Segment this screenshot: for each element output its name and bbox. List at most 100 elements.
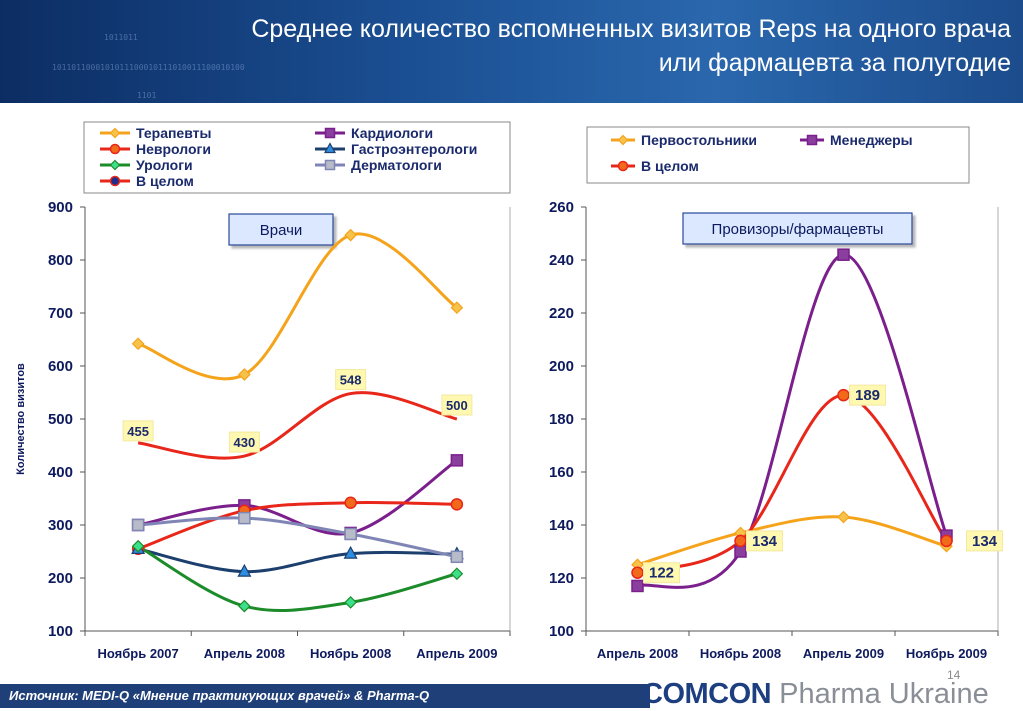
data-point xyxy=(940,534,953,548)
data-label-box xyxy=(746,530,783,552)
y-tick-label: 100 xyxy=(48,623,73,640)
series-line xyxy=(138,516,458,559)
data-point xyxy=(131,539,145,553)
legend-box xyxy=(83,121,511,194)
header-binary-decoration: 1101 xyxy=(137,91,157,100)
y-tick-label: 120 xyxy=(549,570,574,587)
data-label-box xyxy=(849,384,886,406)
panel-label: Врачи xyxy=(260,222,303,239)
legend-label: Дерматологи xyxy=(351,157,442,173)
series-line xyxy=(137,232,458,381)
slide-header: 1011011 10110110001010111000101110100111… xyxy=(0,0,1023,103)
data-label-box xyxy=(966,530,1003,552)
legend-marker xyxy=(109,127,121,139)
series-line xyxy=(137,547,457,574)
slide-title-line-2: или фармацевта за полугодие xyxy=(658,49,1011,77)
series-line-overall xyxy=(137,391,458,460)
logo-pharma-text: Pharma Ukraine xyxy=(779,678,989,710)
data-label: 548 xyxy=(340,373,362,388)
slide-title: Среднее количество вспомненных визитов R… xyxy=(191,12,1011,80)
y-tick-label: 240 xyxy=(549,252,574,269)
data-label: 455 xyxy=(127,424,149,439)
legend-label: Урологи xyxy=(136,157,193,173)
data-point xyxy=(238,511,251,525)
y-tick-label: 140 xyxy=(549,517,574,534)
data-point xyxy=(344,496,357,509)
data-point xyxy=(238,599,251,613)
data-label-box xyxy=(643,562,680,584)
legend-marker xyxy=(806,134,818,146)
legend-label: В целом xyxy=(136,173,194,189)
data-point xyxy=(450,454,464,467)
data-point xyxy=(344,527,357,541)
legend-label: Гастроэнтерологи xyxy=(351,141,477,157)
data-point xyxy=(131,518,145,532)
data-point xyxy=(734,534,747,548)
x-tick-label: Апрель 2008 xyxy=(597,646,678,661)
data-point xyxy=(734,545,747,558)
legend-marker xyxy=(324,159,336,171)
logo-comcon-text: COMCON xyxy=(642,678,772,710)
data-point xyxy=(238,368,251,381)
y-tick-label: 700 xyxy=(48,305,73,322)
data-point xyxy=(837,388,850,402)
data-point xyxy=(237,563,252,577)
y-axis-label: Количество визитов xyxy=(15,363,27,475)
x-tick-label: Апрель 2009 xyxy=(416,646,497,661)
panel-label-box xyxy=(228,213,334,246)
source-note: Источник: MEDI-Q «Мнение практикующих вр… xyxy=(9,688,430,703)
legend-label: Первостольники xyxy=(641,132,757,148)
legend-label: Терапевты xyxy=(136,125,211,141)
x-tick-label: Ноябрь 2007 xyxy=(98,646,179,661)
data-point xyxy=(837,248,850,261)
data-point xyxy=(131,337,145,351)
legend-marker xyxy=(109,175,121,187)
slide-title-line-1: Среднее количество вспомненных визитов R… xyxy=(251,15,1011,43)
x-tick-label: Апрель 2008 xyxy=(204,646,285,661)
legend-label: В целом xyxy=(641,158,699,174)
y-tick-label: 220 xyxy=(549,305,574,322)
y-tick-label: 160 xyxy=(549,464,574,481)
data-label: 430 xyxy=(234,435,256,450)
data-label-box xyxy=(228,431,260,453)
slide-footer: Источник: MEDI-Q «Мнение практикующих вр… xyxy=(0,684,650,708)
y-tick-label: 600 xyxy=(48,358,73,375)
y-tick-label: 200 xyxy=(48,570,73,587)
x-tick-label: Ноябрь 2008 xyxy=(310,646,391,661)
legend-marker xyxy=(323,142,337,154)
series-line xyxy=(637,515,947,567)
chart-pharmacists: 100 120 140 160 180 200 220 240 260 Апрель 2008 Но… xyxy=(549,126,1003,661)
data-label: 122 xyxy=(649,565,674,582)
data-point xyxy=(837,510,850,524)
series-line xyxy=(137,544,458,612)
legend-label: Менеджеры xyxy=(830,132,913,148)
data-label-box xyxy=(122,420,154,442)
data-label-box xyxy=(441,394,473,416)
panel-label: Провизоры/фармацевты xyxy=(712,221,884,238)
header-binary-decoration: 1011011000101011100010111010011100010100 xyxy=(52,63,245,72)
y-tick-label: 400 xyxy=(48,464,73,481)
x-tick-label: Ноябрь 2009 xyxy=(906,646,987,661)
data-point xyxy=(450,550,464,564)
data-label: 500 xyxy=(446,398,468,413)
company-logo: COMCON Pharma Ukraine xyxy=(642,678,989,711)
data-label: 134 xyxy=(972,533,998,550)
legend-box xyxy=(586,126,970,184)
header-binary-decoration: 1011011 xyxy=(104,33,138,42)
y-tick-label: 500 xyxy=(48,411,73,428)
data-label: 134 xyxy=(752,533,778,550)
series-line xyxy=(137,500,457,551)
data-point xyxy=(450,301,464,315)
data-point xyxy=(343,545,358,559)
y-tick-label: 200 xyxy=(549,358,574,375)
legend-label: Неврологи xyxy=(136,141,211,157)
data-label-box xyxy=(335,369,367,391)
panel-label-box xyxy=(682,212,913,245)
y-tick-label: 100 xyxy=(549,623,574,640)
chart-doctors: 100 200 300 400 500 600 700 800 900 Ноябрь 2007 Ап… xyxy=(15,121,511,661)
y-tick-label: 260 xyxy=(549,199,574,216)
legend-marker xyxy=(617,134,629,146)
page-number: 14 xyxy=(947,668,961,682)
legend-label: Кардиологи xyxy=(351,125,433,141)
